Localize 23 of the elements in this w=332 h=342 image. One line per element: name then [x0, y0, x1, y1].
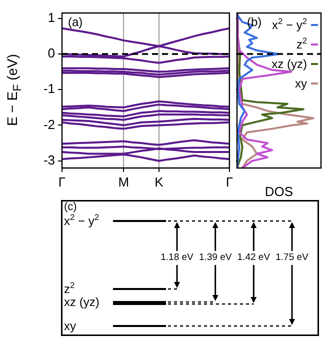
y-tick-label: -3 — [43, 152, 55, 168]
text: (c) — [64, 201, 77, 213]
category-label: x$^{2}$ − y$^{2}$ — [64, 212, 100, 228]
x-axis-title: DOS — [264, 184, 294, 199]
y-tick-label: -2 — [43, 116, 55, 132]
y-tick-label: -1 — [43, 81, 55, 96]
legend-label: xy — [295, 76, 307, 90]
y-tick-label: 0 — [48, 46, 55, 61]
y-tick-label: 1 — [48, 10, 55, 25]
x-tick-label: M — [118, 174, 130, 190]
annotation: (a) — [68, 15, 83, 29]
x-tick-label: K — [154, 174, 164, 190]
x-tick-label: Γ — [58, 174, 66, 190]
category-label: z$^{2}$ — [64, 280, 75, 296]
x-tick-label: Γ — [226, 174, 234, 190]
annotation: (b) — [247, 15, 262, 29]
text: 1.18 eV — [160, 252, 194, 263]
category-label: xy — [64, 319, 76, 333]
text: 1.75 eV — [276, 252, 310, 263]
category-label: xz (yz) — [64, 295, 100, 309]
legend-label: xz (yz) — [272, 57, 308, 71]
text: 1.42 eV — [237, 252, 271, 263]
text: 1.39 eV — [198, 252, 232, 263]
